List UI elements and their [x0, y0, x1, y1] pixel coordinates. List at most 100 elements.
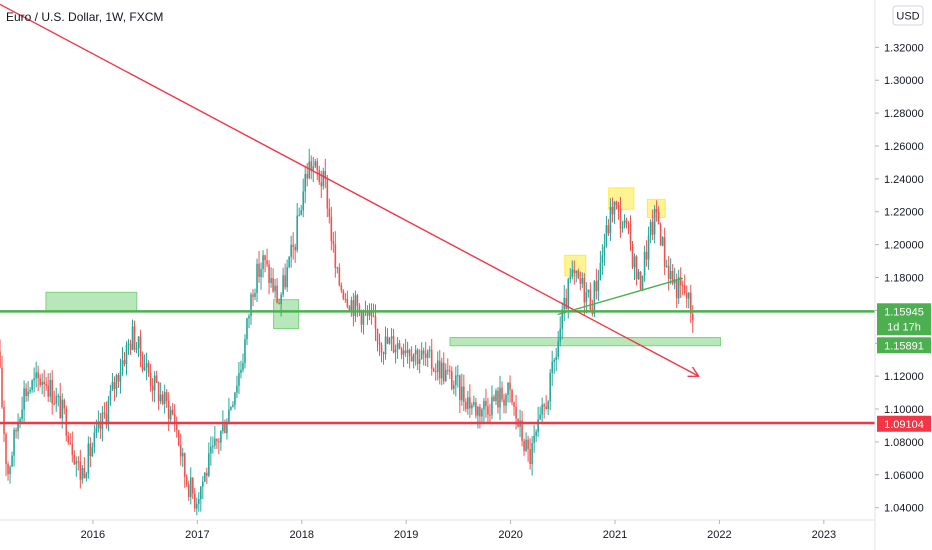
candle-body	[585, 292, 588, 303]
price-badge-red: 1.09104	[877, 415, 931, 432]
candle	[489, 403, 491, 424]
candle-body	[599, 262, 602, 280]
candle-body	[230, 406, 232, 410]
candle-body	[105, 413, 108, 423]
candle	[157, 381, 160, 411]
x-tick-label: 2020	[498, 529, 522, 541]
candle-body	[97, 421, 100, 428]
chart-title: Euro / U.S. Dollar, 1W, FXCM	[6, 10, 163, 24]
candle-body	[412, 354, 415, 362]
candle-body	[39, 378, 41, 386]
candle	[69, 432, 72, 446]
candle	[344, 292, 347, 303]
candle-body	[685, 292, 688, 299]
candle-body	[455, 375, 457, 385]
y-tick-label: 1.22000	[884, 207, 924, 219]
candle	[563, 284, 566, 322]
candle-body	[577, 270, 580, 279]
candle-body	[593, 281, 596, 314]
candle	[246, 317, 248, 346]
candle-body	[29, 389, 31, 392]
candle-body	[465, 401, 467, 410]
candle-body	[330, 216, 333, 242]
candle	[679, 267, 682, 298]
candle	[292, 232, 294, 260]
candle	[402, 343, 405, 368]
candle	[147, 360, 150, 377]
candle-body	[177, 430, 180, 446]
candle-body	[595, 281, 598, 292]
candle-body	[440, 362, 443, 379]
green-zone-2019[interactable]	[449, 337, 721, 347]
candle	[531, 436, 533, 476]
green-zone-2016[interactable]	[45, 291, 138, 312]
candle-body	[49, 380, 51, 397]
downtrend[interactable]	[0, 0, 699, 377]
candle-body	[533, 435, 535, 443]
candle-body	[298, 214, 300, 216]
candle-body	[294, 246, 296, 251]
candle	[27, 381, 29, 402]
candle-body	[103, 412, 106, 414]
neckline[interactable]	[557, 277, 684, 316]
candle-body	[368, 312, 371, 316]
green-zone-2017[interactable]	[273, 299, 300, 329]
candle-body	[137, 336, 140, 349]
candle-body	[119, 371, 122, 382]
candle	[318, 165, 321, 185]
candle-body	[228, 409, 230, 425]
y-tick-label: 1.18000	[884, 273, 924, 285]
candle-body	[316, 161, 319, 171]
candle	[169, 406, 172, 423]
candle	[326, 174, 329, 218]
candle	[521, 410, 523, 447]
candle	[408, 348, 411, 369]
candle	[444, 363, 447, 382]
candle	[274, 278, 276, 299]
candle-body	[71, 443, 74, 455]
candle-body	[304, 174, 307, 192]
candle-body	[141, 356, 144, 371]
candle	[541, 397, 543, 425]
candle-body	[91, 447, 94, 457]
candle-body	[459, 375, 461, 401]
candle	[244, 334, 246, 369]
candle-body	[149, 372, 152, 386]
candle	[21, 396, 23, 424]
candle	[446, 358, 449, 375]
candle	[623, 214, 626, 229]
candle	[507, 382, 509, 403]
candle-body	[302, 191, 305, 211]
currency-button[interactable]: USD	[892, 5, 924, 26]
candle	[426, 349, 429, 368]
x-tick-label: 2016	[81, 529, 105, 541]
candle-body	[418, 359, 421, 364]
candle	[621, 220, 624, 233]
candle	[643, 245, 646, 282]
candle	[511, 388, 513, 406]
candle-body	[525, 439, 527, 451]
candle-body	[671, 270, 674, 284]
candle-body	[380, 344, 383, 353]
candle-body	[661, 237, 664, 246]
candle	[0, 339, 1, 369]
candle	[216, 438, 218, 449]
candle-body	[457, 375, 459, 377]
candle	[51, 370, 54, 415]
candle	[497, 386, 499, 414]
candle	[33, 367, 35, 393]
candle-body	[473, 402, 475, 405]
candle	[141, 351, 144, 373]
candle	[681, 280, 684, 296]
candle-body	[589, 289, 592, 310]
candle	[23, 380, 25, 422]
currency-button-label[interactable]: USD	[896, 11, 919, 23]
candle	[663, 227, 666, 275]
currency-button-frame[interactable]	[892, 5, 924, 26]
candle	[107, 396, 110, 432]
candle-body	[663, 237, 666, 267]
x-axis-ticks: 2016 2017 2018 2019 2020 2021 2022 2023	[81, 520, 836, 541]
candle-body	[559, 328, 562, 342]
candle	[256, 258, 258, 303]
